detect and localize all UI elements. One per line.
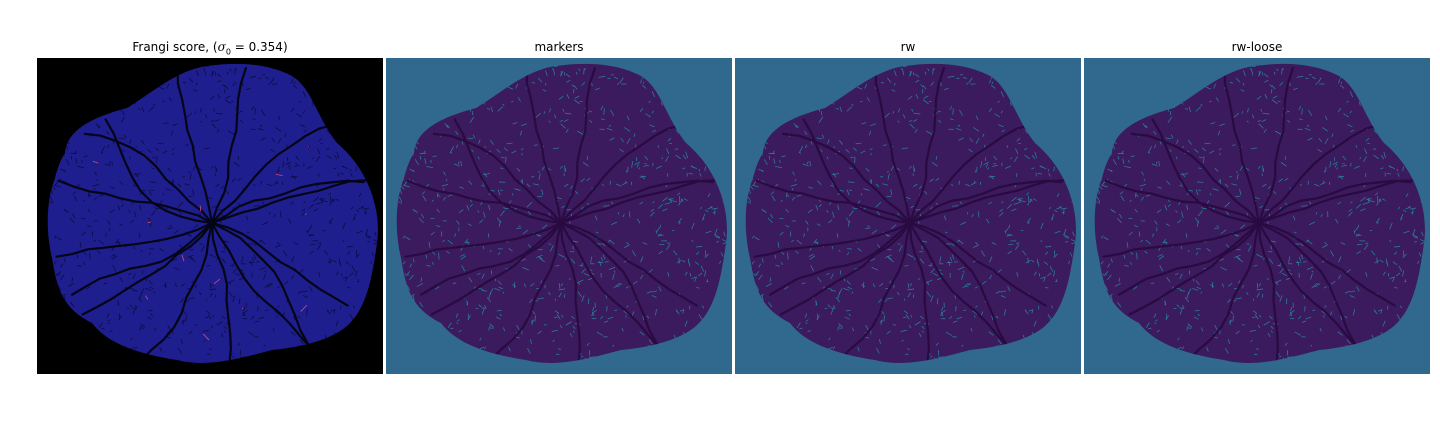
panel-title-markers: markers <box>534 40 584 54</box>
rw-loose-image <box>1084 58 1430 374</box>
frangi-image-panel <box>37 58 383 374</box>
markers-image-panel <box>386 58 732 374</box>
panel-title-rw: rw <box>900 40 916 54</box>
markers-image <box>386 58 732 374</box>
rw-image-panel <box>735 58 1081 374</box>
panel-title-rw-loose: rw-loose <box>1231 40 1283 54</box>
frangi-image <box>37 58 383 374</box>
rw-loose-image-panel <box>1084 58 1430 374</box>
rw-image <box>735 58 1081 374</box>
panel-title-frangi: Frangi score, (σ0 = 0.354) <box>132 40 288 57</box>
